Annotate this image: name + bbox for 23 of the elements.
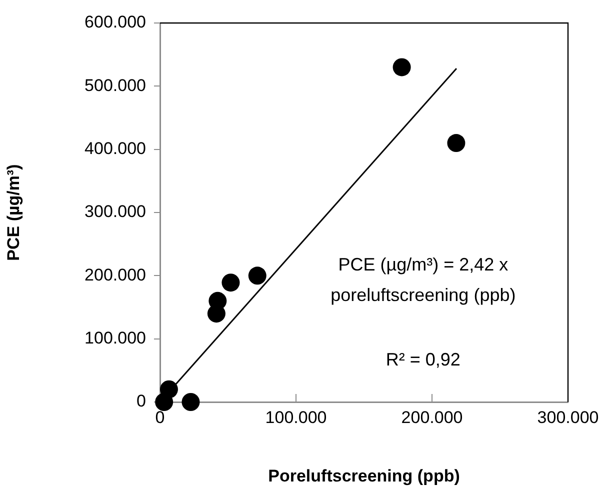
y-tick-label: 600.000 (84, 12, 146, 32)
y-tick-label: 100.000 (84, 328, 146, 348)
annotation: R² = 0,92 (386, 349, 460, 370)
annotation: poreluftscreening (ppb) (330, 284, 516, 305)
y-axis-title: PCE (µg/m³) (4, 164, 23, 261)
point (208, 292, 227, 310)
x-tick-label: 100.000 (265, 408, 327, 427)
point (392, 58, 411, 76)
y-tick-label: 500.000 (84, 76, 146, 95)
y-tick-label: 0 (136, 392, 146, 411)
x-tick-label: 200.000 (401, 408, 463, 427)
y-tick-label: 400.000 (84, 139, 146, 158)
y-tick-label: 200.000 (84, 265, 146, 284)
point (182, 393, 200, 411)
y-tick-label: 300.000 (84, 202, 146, 222)
point (160, 380, 178, 398)
point (248, 266, 266, 285)
x-tick-label: 0 (155, 408, 165, 427)
x-axis-title: Poreluftscreening (ppb) (268, 466, 460, 486)
annotation: PCE (µg/m³) = 2,42 x (338, 254, 508, 275)
x-tick-label: 300.000 (537, 408, 599, 427)
point (447, 134, 466, 152)
point (222, 274, 240, 292)
